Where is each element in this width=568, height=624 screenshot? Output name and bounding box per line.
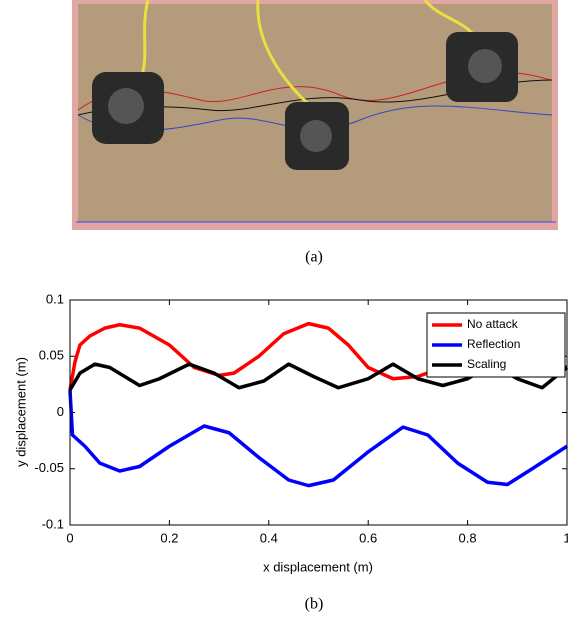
y-tick-label: 0 xyxy=(57,404,64,419)
legend-label: Reflection xyxy=(467,337,520,351)
photo-cable xyxy=(256,0,316,112)
axes-box xyxy=(69,299,568,526)
y-tick-label: -0.1 xyxy=(42,516,64,531)
legend-label: Scaling xyxy=(467,357,506,371)
x-axis-label: x displacement (m) xyxy=(263,559,373,574)
x-tick-label: 0.8 xyxy=(459,530,477,545)
y-axis-label: y displacement (m) xyxy=(13,357,28,467)
robot-top xyxy=(468,49,502,83)
x-tick-label: 0.2 xyxy=(160,530,178,545)
x-tick-label: 0.6 xyxy=(359,530,377,545)
robot-top xyxy=(108,88,144,124)
series-line xyxy=(68,389,568,488)
x-tick-label: 1 xyxy=(563,530,568,545)
photo xyxy=(72,0,558,230)
chart-caption: (b) xyxy=(305,596,324,613)
y-tick-label: 0.1 xyxy=(46,291,64,306)
x-tick-label: 0 xyxy=(66,530,73,545)
x-tick-label: 0.4 xyxy=(260,530,278,545)
plot: 0 0.2 0.4 0.6 0.8 1 -0.1 -0.05 0 0.05 0.1 No attack… xyxy=(34,291,568,545)
y-tick-label: -0.05 xyxy=(34,460,64,475)
photo-caption: (a) xyxy=(305,249,323,266)
legend-label: No attack xyxy=(467,317,519,331)
y-tick-label: 0.05 xyxy=(39,348,64,363)
robot-top xyxy=(300,120,332,152)
